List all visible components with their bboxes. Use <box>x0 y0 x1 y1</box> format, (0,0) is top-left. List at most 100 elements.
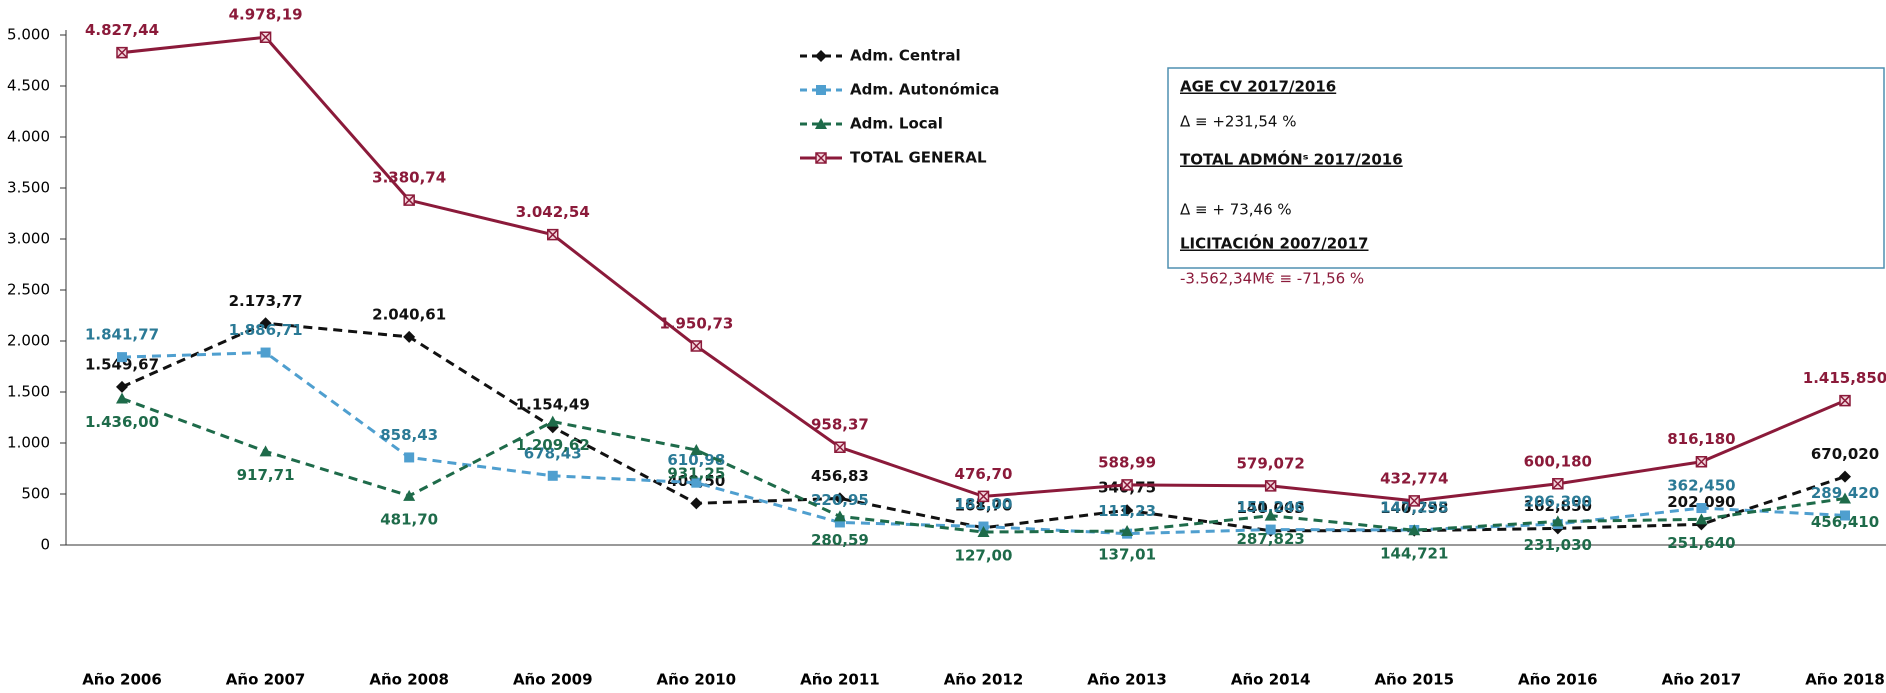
data-point <box>1839 492 1851 504</box>
annotation: LICITACIÓN 2007/2017 <box>1180 234 1369 253</box>
legend-marker <box>815 50 827 62</box>
data-label: 2.040,61 <box>372 305 446 323</box>
annotation: AGE CV 2017/2016 <box>1180 78 1336 96</box>
data-point <box>1408 495 1420 507</box>
data-label: 140,798 <box>1380 499 1448 517</box>
data-label: 816,180 <box>1667 430 1735 448</box>
y-tick-label: 3.000 <box>7 230 50 248</box>
data-point <box>259 31 272 43</box>
data-point <box>1552 478 1564 490</box>
data-label: 4.978,19 <box>229 6 303 24</box>
y-tick-label: 0 <box>40 536 50 554</box>
x-tick-label: Año 2015 <box>1374 671 1454 689</box>
data-point <box>1551 515 1564 527</box>
data-label: 362,450 <box>1667 477 1735 495</box>
y-tick-label: 3.500 <box>7 179 50 197</box>
data-label: 127,00 <box>955 547 1013 565</box>
x-tick-label: Año 2007 <box>226 671 306 689</box>
data-point <box>1839 470 1851 483</box>
data-point <box>1695 456 1708 468</box>
data-point <box>403 489 416 501</box>
data-label: 2.173,77 <box>229 292 303 310</box>
data-point <box>1121 525 1134 537</box>
legend-label: Adm. Central <box>850 47 961 65</box>
data-label: 1.841,77 <box>85 326 159 344</box>
y-tick-label: 500 <box>21 485 50 503</box>
data-point <box>116 392 128 404</box>
data-point <box>834 517 845 528</box>
data-point <box>834 441 846 453</box>
data-point <box>690 340 703 352</box>
data-point <box>1695 513 1708 525</box>
x-tick-label: Año 2013 <box>1087 671 1167 689</box>
x-tick-label: Año 2011 <box>800 671 880 689</box>
data-point <box>690 497 703 510</box>
data-point <box>1265 524 1276 535</box>
data-point <box>977 526 990 538</box>
data-point <box>116 46 128 59</box>
data-label: 181,00 <box>955 495 1013 513</box>
data-point <box>403 194 415 206</box>
data-label: 137,01 <box>1098 546 1156 564</box>
data-label: 917,71 <box>237 466 295 484</box>
legend-marker <box>815 152 827 164</box>
data-label: 958,37 <box>811 416 869 434</box>
data-point <box>691 477 702 488</box>
annotation-box <box>1167 67 1885 269</box>
data-point <box>404 452 415 463</box>
data-label: 931,25 <box>667 465 725 483</box>
data-label: 280,59 <box>811 531 869 549</box>
legend-label: Adm. Autonómica <box>850 81 999 99</box>
data-point <box>977 490 990 503</box>
x-tick-label: Año 2016 <box>1518 671 1598 689</box>
data-point <box>260 347 271 358</box>
data-point <box>547 470 558 481</box>
y-tick-label: 2.500 <box>7 281 50 299</box>
data-label: 251,640 <box>1667 534 1735 552</box>
y-tick-label: 4.000 <box>7 128 50 146</box>
data-label: 456,410 <box>1811 513 1879 531</box>
x-tick-label: Año 2009 <box>513 671 593 689</box>
y-tick-label: 5.000 <box>7 26 50 44</box>
data-label: 111,23 <box>1098 502 1156 520</box>
data-point <box>117 352 127 363</box>
data-label: 287,823 <box>1237 530 1305 548</box>
x-tick-label: Año 2014 <box>1231 671 1311 689</box>
x-tick-label: Año 2017 <box>1662 671 1742 689</box>
data-label: 481,70 <box>380 510 438 528</box>
data-point <box>833 510 846 522</box>
y-tick-label: 4.500 <box>7 77 50 95</box>
x-tick-label: Año 2012 <box>944 671 1024 689</box>
data-label: 1.436,00 <box>85 413 159 431</box>
data-label: 1.415,850 <box>1803 369 1886 387</box>
data-point <box>546 415 559 427</box>
data-point <box>1121 479 1133 491</box>
data-point <box>403 330 416 343</box>
annotation: TOTAL ADMÓNˢ 2017/2016 <box>1180 150 1403 169</box>
x-tick-label: Año 2008 <box>369 671 449 689</box>
legend-label: TOTAL GENERAL <box>850 149 987 167</box>
data-label: 147,255 <box>1380 498 1448 516</box>
data-point <box>690 444 703 456</box>
data-label: 4.827,44 <box>85 21 159 39</box>
data-label: 168,70 <box>955 496 1013 514</box>
data-label: 144,721 <box>1380 545 1448 563</box>
data-label: 610,98 <box>667 451 725 469</box>
data-label: 456,83 <box>811 467 869 485</box>
data-label: 206,300 <box>1524 492 1592 510</box>
data-point <box>1121 504 1134 517</box>
data-point <box>547 228 559 241</box>
data-label: 588,99 <box>1098 453 1156 471</box>
data-point <box>1408 524 1421 536</box>
data-label: 140,003 <box>1237 499 1305 517</box>
data-point <box>259 317 272 330</box>
data-label: 432,774 <box>1380 469 1448 487</box>
data-label: 1.154,49 <box>516 396 590 414</box>
data-label: 3.042,54 <box>516 203 590 221</box>
data-label: 3.380,74 <box>372 169 446 187</box>
data-label: 1.209,62 <box>516 436 590 454</box>
y-tick-label: 1.000 <box>7 434 50 452</box>
data-label: 678,43 <box>524 444 582 462</box>
annotation: Δ ≡ +231,54 % <box>1180 113 1296 131</box>
